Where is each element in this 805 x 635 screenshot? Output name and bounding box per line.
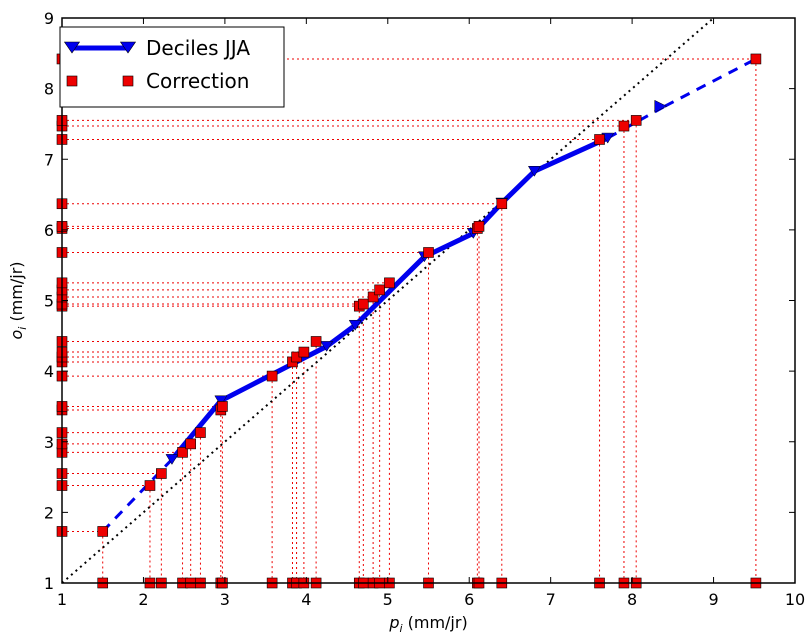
correction-marker bbox=[594, 134, 605, 145]
y-tick-label: 9 bbox=[44, 9, 54, 28]
deciles-marker bbox=[214, 395, 228, 407]
x-axis-label-sub: i bbox=[399, 622, 402, 635]
correction-marker bbox=[185, 438, 196, 450]
x-axis-label: pi (mm/jr) bbox=[388, 613, 467, 635]
y-tick-label: 2 bbox=[44, 503, 54, 522]
y-tick-label: 4 bbox=[44, 362, 54, 381]
correction-marker bbox=[217, 401, 228, 412]
correction-marker bbox=[195, 427, 206, 438]
x-tick-label: 10 bbox=[785, 590, 805, 609]
axis-ticks: 1 2 3 4 5 6 7 8 9 10 1 2 3 4 5 6 7 8 9 bbox=[44, 9, 805, 609]
deciles-series bbox=[101, 57, 757, 533]
correction-marker bbox=[618, 120, 630, 132]
correction-marker bbox=[177, 447, 188, 458]
legend-correction-marker-left bbox=[66, 75, 78, 87]
x-axis-label-main: p bbox=[388, 613, 399, 632]
correction-marker bbox=[156, 468, 167, 479]
correction-marker bbox=[384, 277, 395, 289]
y-tick-label: 3 bbox=[44, 433, 54, 452]
x-tick-label: 3 bbox=[220, 590, 230, 609]
deciles-marker bbox=[348, 319, 362, 331]
x-axis-label-unit: (mm/jr) bbox=[403, 613, 468, 632]
y-tick-label: 7 bbox=[44, 150, 54, 169]
y-tick-label: 1 bbox=[44, 574, 54, 593]
x-tick-label: 7 bbox=[546, 590, 556, 609]
y-axis-label-sub: i bbox=[16, 327, 29, 330]
correction-marker bbox=[473, 221, 485, 232]
correction-marker bbox=[97, 526, 109, 537]
correction-marker bbox=[266, 370, 278, 382]
x-tick-label: 9 bbox=[708, 590, 718, 609]
x-tick-label: 4 bbox=[301, 590, 311, 609]
correction-guide-lines bbox=[62, 58, 757, 583]
legend-deciles-label: Deciles JJA bbox=[146, 36, 250, 60]
y-tick-label: 5 bbox=[44, 292, 54, 311]
legend-box bbox=[59, 26, 285, 108]
y-tick-label: 6 bbox=[44, 221, 54, 240]
y-axis-label-unit: (mm/jr) bbox=[7, 261, 26, 326]
legend-deciles-marker-right bbox=[119, 41, 137, 54]
x-tick-label: 5 bbox=[383, 590, 393, 609]
legend: Deciles JJA Correction bbox=[59, 26, 285, 108]
deciles-dashed-segment bbox=[663, 57, 757, 108]
correction-marker bbox=[374, 284, 385, 296]
x-tick-label: 2 bbox=[138, 590, 148, 609]
deciles-marker bbox=[320, 341, 334, 352]
correction-marker bbox=[630, 115, 642, 126]
legend-correction-label: Correction bbox=[146, 69, 249, 93]
correction-marker bbox=[144, 480, 156, 491]
y-axis-label-main: o bbox=[7, 330, 26, 340]
correction-series bbox=[56, 53, 762, 589]
legend-correction-marker-right bbox=[122, 75, 134, 87]
deciles-end-marker bbox=[654, 99, 668, 113]
x-tick-label: 1 bbox=[57, 590, 67, 609]
deciles-marker bbox=[165, 454, 179, 465]
deciles-marker bbox=[527, 166, 541, 177]
y-tick-label: 8 bbox=[44, 80, 54, 99]
correction-marker bbox=[423, 247, 434, 258]
correction-marker bbox=[750, 53, 762, 65]
correction-marker bbox=[367, 291, 379, 303]
correction-marker bbox=[496, 198, 508, 210]
x-tick-label: 8 bbox=[627, 590, 637, 609]
correction-marker bbox=[298, 346, 310, 358]
x-tick-label: 6 bbox=[464, 590, 474, 609]
legend-deciles-marker-left bbox=[63, 41, 81, 54]
correction-marker bbox=[358, 298, 369, 310]
y-axis-label: oi (mm/jr) bbox=[7, 261, 29, 339]
correction-marker bbox=[310, 336, 322, 347]
